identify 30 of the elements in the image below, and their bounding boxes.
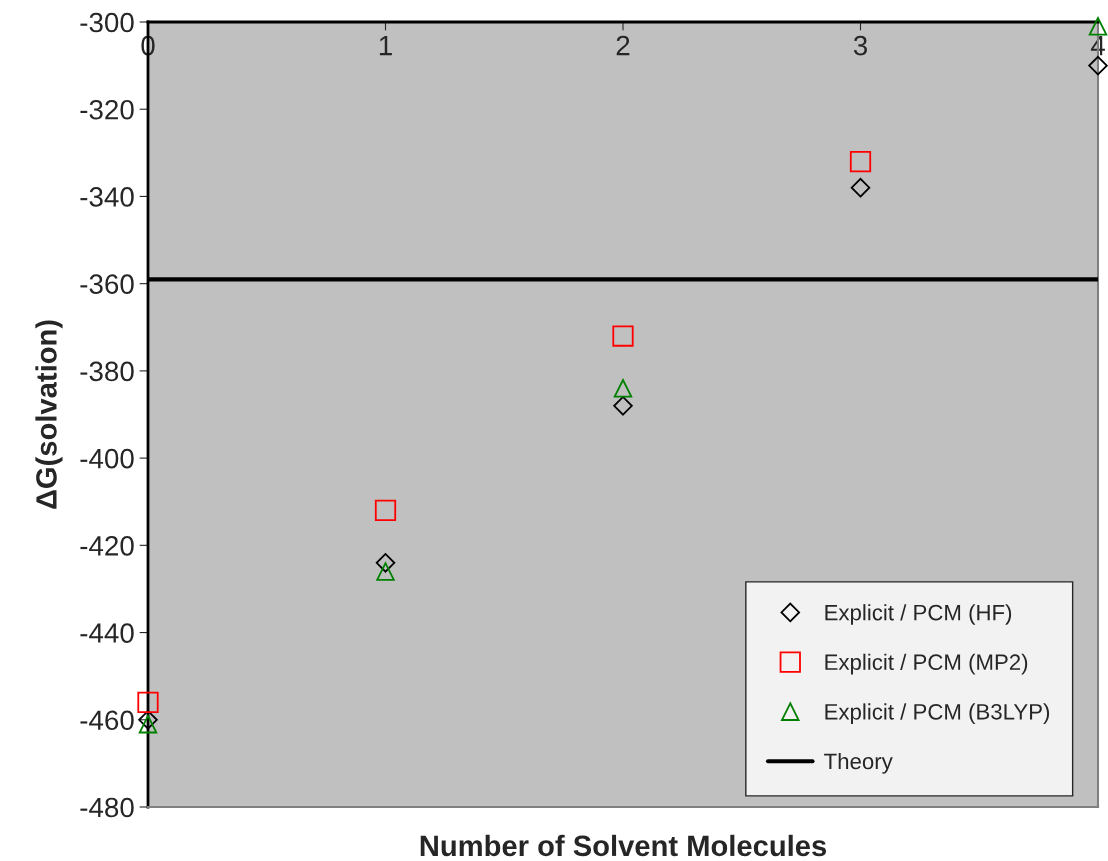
x-tick-label: 3	[853, 35, 867, 56]
y-tick-label: -380	[80, 361, 134, 382]
x-tick-label: 1	[379, 36, 392, 56]
y-tick-label: -400	[80, 448, 134, 469]
y-tick-label: -360	[80, 274, 134, 295]
y-tick-label: -340	[80, 187, 134, 207]
legend-label: Explicit / PCM (HF)	[825, 604, 1012, 625]
point	[613, 396, 633, 416]
point	[376, 562, 395, 581]
point	[375, 553, 396, 573]
y-tick-label: -320	[80, 99, 134, 120]
point	[612, 325, 634, 347]
y-tick-label: -300	[80, 12, 134, 33]
y-tick-label: -420	[80, 536, 134, 556]
x-axis-title: Number of Solvent Molecules	[420, 834, 827, 857]
point	[613, 379, 633, 398]
legend-label: Explicit / PCM (MP2)	[825, 653, 1028, 675]
point	[374, 499, 397, 522]
point	[1088, 55, 1108, 76]
point	[849, 150, 872, 173]
point	[850, 177, 871, 198]
x-tick-label: 2	[616, 35, 630, 56]
point	[137, 691, 159, 713]
y-axis-title: ΔG(solvation)	[35, 320, 63, 509]
legend-label: Theory	[824, 752, 893, 774]
y-tick-label: -440	[80, 623, 134, 643]
point	[1088, 17, 1108, 36]
y-tick-label: -460	[80, 710, 134, 731]
y-tick-label: -480	[80, 797, 134, 818]
legend-label: Explicit / PCM (B3LYP)	[825, 703, 1050, 725]
